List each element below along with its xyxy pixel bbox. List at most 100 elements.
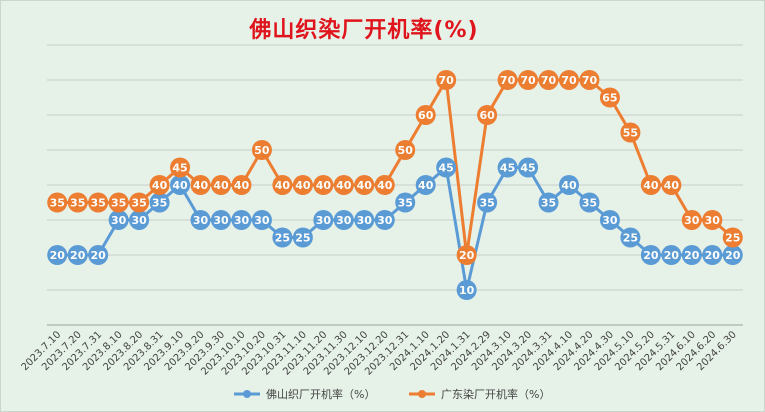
data-label: 55 [623,127,638,140]
data-point [436,70,457,90]
data-point [333,175,354,195]
chart-title: 佛山织染厂开机率(%) [249,18,479,43]
data-point [620,227,641,248]
data-point [640,175,661,195]
data-label: 35 [582,197,597,210]
data-point [579,192,600,213]
data-label: 30 [377,214,393,227]
data-point [149,192,170,213]
data-point [415,175,436,195]
data-point [722,245,743,265]
data-point [108,192,129,213]
data-label: 40 [172,179,188,192]
data-point [599,210,620,230]
data-label: 20 [91,249,107,262]
data-label: 30 [254,214,270,227]
data-label: 40 [418,179,434,192]
data-point [518,157,539,178]
data-point [108,210,129,230]
data-point [640,245,661,265]
data-label: 45 [500,162,515,175]
data-point [374,175,395,195]
data-point [333,210,354,230]
data-point [129,210,150,230]
data-label: 25 [295,232,310,245]
data-label: 40 [643,179,659,192]
data-point [190,210,211,230]
data-label: 50 [398,144,414,157]
series-line-2 [57,78,734,257]
data-point [477,105,498,125]
data-label: 35 [479,197,494,210]
data-label: 50 [254,144,270,157]
data-label: 40 [152,179,168,192]
data-point [211,210,231,230]
data-label: 30 [234,214,250,227]
data-label: 45 [439,162,454,175]
data-label: 70 [561,74,577,87]
data-point [599,87,620,108]
data-point [170,175,191,195]
data-label: 70 [439,74,455,87]
data-point [292,175,313,195]
data-point [702,210,723,230]
data-label: 45 [520,162,535,175]
data-label: 20 [725,249,741,262]
data-label: 40 [275,179,291,192]
data-label: 70 [541,74,557,87]
data-label: 20 [70,249,86,262]
legend-swatch-marker [418,390,426,398]
data-point [231,210,252,230]
data-point [47,245,68,265]
data-point [661,245,682,265]
data-label: 30 [336,214,352,227]
data-label: 35 [541,197,556,210]
data-point [313,210,334,230]
data-label: 30 [602,214,618,227]
data-point [436,157,457,178]
data-label: 25 [623,232,638,245]
data-point [129,192,150,213]
data-label: 30 [357,214,373,227]
data-point [702,245,723,265]
data-label: 35 [131,197,146,210]
data-label: 40 [377,179,393,192]
data-label: 65 [602,92,617,105]
data-point [88,192,109,213]
data-label: 20 [50,249,66,262]
data-point [681,245,702,265]
data-point [456,245,477,265]
data-point [559,70,579,90]
legend-label: 佛山织厂开机率（%） [266,387,375,401]
data-point [538,70,559,90]
data-point [559,175,579,195]
legend-label: 广东染厂开机率（%） [441,387,550,401]
series-line-1 [57,166,733,292]
data-point [497,70,518,90]
data-point [211,175,231,195]
data-point [231,175,252,195]
data-point [170,157,191,178]
data-point [456,280,477,300]
data-label: 60 [479,109,495,122]
data-point [67,192,88,213]
data-point [272,175,293,195]
data-label: 10 [459,284,475,297]
data-point [190,175,211,195]
data-label: 20 [705,249,721,262]
data-label: 35 [398,197,413,210]
data-label: 70 [500,74,516,87]
data-label: 20 [459,249,475,262]
data-point [251,140,272,160]
data-label: 30 [111,214,127,227]
data-point [518,70,539,90]
data-label: 30 [213,214,229,227]
data-label: 35 [152,197,167,210]
data-label: 35 [70,197,85,210]
data-label: 40 [316,179,332,192]
data-label: 70 [582,74,598,87]
legend-swatch-marker [243,390,251,398]
data-point [395,140,416,160]
data-point [497,157,518,178]
